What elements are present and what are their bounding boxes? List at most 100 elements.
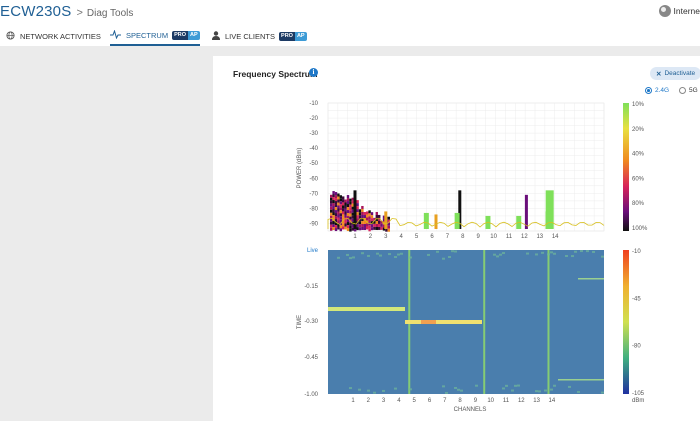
density-cell — [361, 214, 364, 218]
band-label: 5G — [689, 87, 698, 94]
noise-cell — [337, 256, 340, 259]
breadcrumb-separator-icon: > — [76, 7, 83, 19]
channel-tick-label: 5 — [413, 398, 417, 404]
density-cell — [358, 215, 362, 219]
density-cell — [337, 199, 340, 203]
density-cell — [346, 195, 350, 199]
density-cell — [363, 221, 366, 225]
noise-cell — [550, 251, 553, 254]
density-cell — [332, 212, 335, 216]
density-cell — [330, 200, 333, 204]
density-cell — [358, 218, 362, 222]
noise-cell — [547, 253, 550, 256]
density-cell — [370, 221, 374, 225]
top-bar: ECW230S > Diag Tools Interne NETWORK ACT… — [0, 0, 700, 46]
tab-live-clients[interactable]: LIVE CLIENTS PRO AP — [212, 26, 307, 46]
density-cell — [337, 220, 340, 224]
noise-cell — [553, 252, 556, 255]
noise-cell — [544, 389, 547, 392]
density-cell — [337, 202, 340, 206]
peak-bar — [353, 190, 357, 229]
noise-cell — [499, 253, 502, 256]
density-cell — [344, 223, 347, 227]
density-cell — [373, 226, 376, 230]
band-option-5g[interactable]: 5G — [679, 87, 698, 94]
power-spectrum-chart: -10-20-30-40-50-60-70-80-901 2 3 4 5 6 7 8 9 10 11… — [297, 101, 648, 240]
density-cell — [339, 228, 342, 232]
density-cell — [354, 228, 357, 232]
density-cell — [363, 212, 366, 216]
density-cell — [349, 225, 352, 229]
noise-cell — [394, 256, 397, 259]
density-cell — [332, 200, 335, 204]
density-cell — [330, 206, 333, 210]
info-icon[interactable]: i — [309, 68, 318, 77]
density-cell — [361, 205, 364, 209]
noise-cell — [367, 389, 370, 392]
density-cell — [346, 225, 350, 229]
density-cell — [346, 207, 350, 211]
noise-cell — [577, 390, 580, 393]
noise-cell — [580, 250, 583, 253]
density-cell — [351, 212, 354, 216]
power-axis-label: POWER (dBm) — [297, 148, 303, 189]
noise-cell — [409, 388, 412, 391]
density-cell — [344, 205, 347, 209]
internet-globe-icon — [658, 5, 671, 17]
density-cell — [334, 228, 338, 232]
density-cell — [339, 216, 342, 220]
noise-cell — [460, 389, 463, 392]
band-option-2-4g[interactable]: 2.4G — [645, 87, 669, 94]
internet-status[interactable]: Interne — [658, 5, 700, 17]
density-cell — [375, 214, 378, 218]
power-tick-label: -10 — [309, 101, 318, 107]
noise-cell — [442, 257, 445, 260]
density-cell — [361, 226, 364, 230]
density-cell — [387, 222, 390, 226]
noise-cell — [454, 250, 457, 253]
density-cell — [351, 227, 354, 231]
power-tick-label: -40 — [309, 146, 318, 152]
channel-tick-label: 10 — [487, 398, 494, 404]
noise-cell — [493, 253, 496, 256]
device-name[interactable]: ECW230S — [0, 3, 72, 20]
density-cell — [385, 228, 388, 232]
tab-spectrum[interactable]: SPECTRUM PRO AP — [110, 26, 200, 46]
noise-cell — [409, 256, 412, 259]
time-tick-label: Live — [307, 248, 319, 254]
density-cell — [368, 213, 371, 217]
time-tick-label: -0.15 — [304, 284, 318, 290]
density-cell — [387, 225, 390, 229]
waterfall-chart: Live-0.15-0.30-0.45-1.001 2 3 4 5 6 7 8 9 10 11 12 1… — [297, 248, 645, 413]
density-cell — [375, 223, 378, 227]
channel-tick-label: 1 — [353, 234, 357, 240]
density-cell — [361, 217, 364, 221]
radio-unselected-icon — [679, 87, 686, 94]
colorbar-tick-label: -10 — [632, 249, 641, 255]
power-tick-label: -50 — [309, 161, 318, 167]
density-cell — [366, 214, 369, 218]
density-cell — [361, 220, 364, 224]
density-cell — [358, 227, 362, 231]
channel-tick-label: 2 — [367, 398, 371, 404]
density-cell — [342, 196, 345, 200]
pro-ap-badge: PRO AP — [279, 31, 307, 41]
channel-tick-label: 3 — [384, 234, 388, 240]
density-cell — [332, 203, 335, 207]
density-cell — [368, 216, 371, 220]
density-cell — [346, 216, 350, 220]
density-cell — [339, 219, 342, 223]
frequency-spectrum-panel: Frequency Spectrum i ✕ Deactivate 2.4G 5… — [213, 56, 700, 421]
noise-cell — [496, 255, 499, 258]
noise-cell — [601, 391, 604, 394]
density-cell — [370, 224, 374, 228]
channel-tick-label: 12 — [521, 234, 528, 240]
tab-network-activities[interactable]: NETWORK ACTIVITIES — [6, 26, 101, 46]
density-cell — [330, 218, 333, 222]
density-cell — [375, 220, 378, 224]
user-icon — [212, 30, 220, 42]
density-cell — [344, 208, 347, 212]
panel-title: Frequency Spectrum — [233, 69, 318, 79]
deactivate-button[interactable]: ✕ Deactivate — [650, 67, 700, 80]
density-cell — [330, 212, 333, 216]
